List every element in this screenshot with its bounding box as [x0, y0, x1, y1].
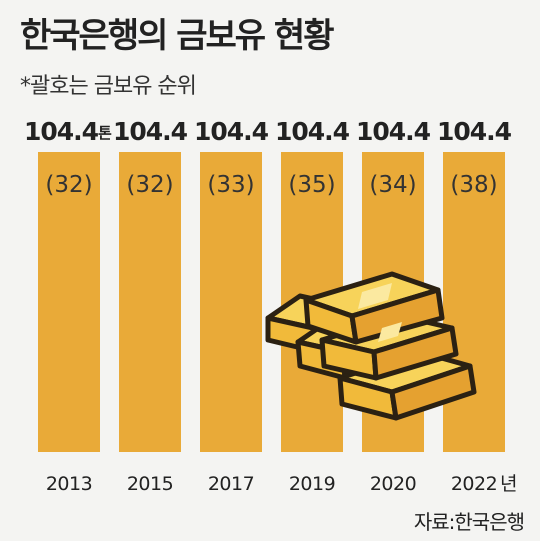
- year-label-2019: 2019: [289, 473, 335, 495]
- gold-bars-icon: [265, 271, 477, 421]
- value-labels: 104.4 톤 104.4 104.4 104.4 104.4 104.4: [24, 117, 513, 146]
- value-label-2022: 104.4: [437, 117, 512, 146]
- value-label-2013: 104.4: [24, 117, 99, 146]
- rank-label-2015: (32): [126, 172, 173, 198]
- year-label-2022: 2022: [451, 473, 497, 495]
- year-label-2017: 2017: [208, 473, 254, 495]
- year-label-2020: 2020: [370, 473, 416, 495]
- bar-2013: [38, 152, 100, 452]
- year-label-2013: 2013: [46, 473, 92, 495]
- rank-label-2020: (34): [369, 172, 416, 198]
- rank-label-2022: (38): [450, 172, 497, 198]
- value-label-2020: 104.4: [356, 117, 431, 146]
- source-note: 자료:한국은행: [413, 510, 525, 534]
- value-unit: 톤: [98, 124, 112, 142]
- bar-2017: [200, 152, 262, 452]
- rank-labels: (32) (32) (33) (35) (34) (38): [45, 172, 497, 198]
- rank-label-2019: (35): [288, 172, 335, 198]
- chart-title: 한국은행의 금보유 현황: [20, 16, 334, 56]
- value-label-2017: 104.4: [194, 117, 269, 146]
- value-label-2015: 104.4: [113, 117, 188, 146]
- year-label-2015: 2015: [127, 473, 173, 495]
- year-suffix: 년: [500, 473, 517, 495]
- year-labels: 2013 2015 2017 2019 2020 2022 년: [46, 473, 518, 495]
- value-label-2019: 104.4: [275, 117, 350, 146]
- chart-subtitle: *괄호는 금보유 순위: [20, 74, 197, 99]
- bar-2022: [443, 152, 505, 452]
- rank-label-2017: (33): [207, 172, 254, 198]
- bar-2015: [119, 152, 181, 452]
- rank-label-2013: (32): [45, 172, 92, 198]
